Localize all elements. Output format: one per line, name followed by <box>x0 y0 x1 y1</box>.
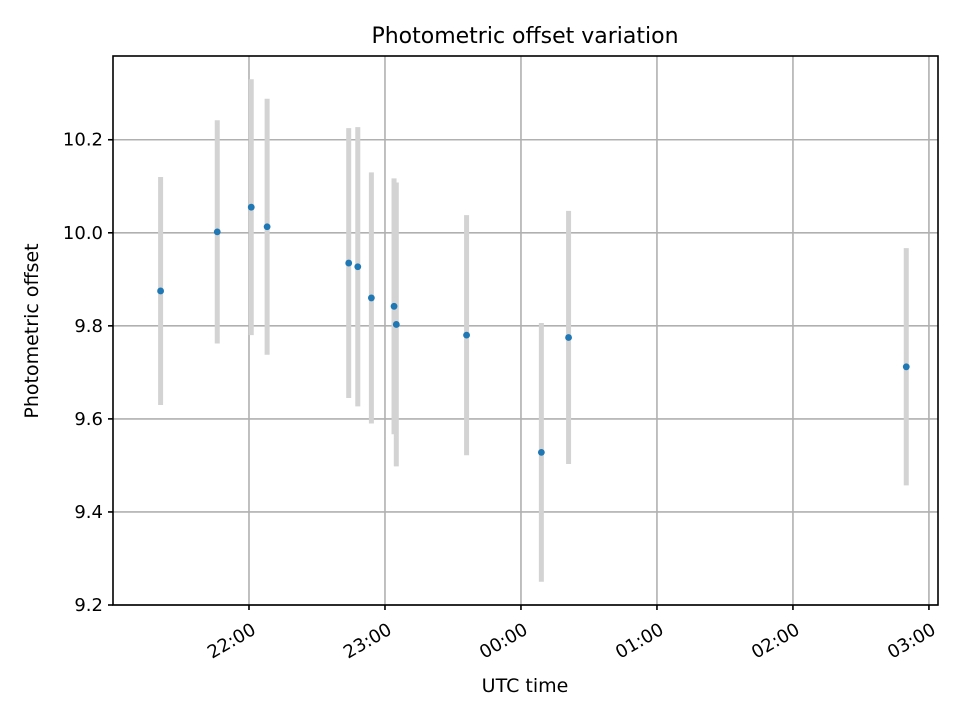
data-point <box>390 302 398 310</box>
data-point <box>213 228 221 236</box>
data-point <box>345 259 353 267</box>
data-point <box>263 223 271 231</box>
y-tick-label: 9.8 <box>74 316 103 337</box>
data-point <box>354 263 362 271</box>
data-point <box>367 294 375 302</box>
data-point <box>565 334 572 341</box>
data-point <box>902 363 910 371</box>
y-axis-label: Photometric offset <box>21 243 43 418</box>
chart-title: Photometric offset variation <box>371 24 678 49</box>
data-point <box>247 203 255 211</box>
data-point <box>463 331 470 339</box>
data-point <box>157 287 164 295</box>
data-point <box>537 448 545 456</box>
y-tick-label: 9.6 <box>74 409 103 430</box>
y-tick-label: 10.0 <box>63 223 103 244</box>
plot-frame <box>112 55 939 606</box>
point-layer <box>157 203 910 456</box>
y-tick-label: 9.2 <box>74 595 103 616</box>
data-point <box>392 321 400 328</box>
y-tick-label: 10.2 <box>63 130 103 151</box>
x-axis-label: UTC time <box>482 675 569 697</box>
y-tick-label: 9.4 <box>74 502 103 523</box>
